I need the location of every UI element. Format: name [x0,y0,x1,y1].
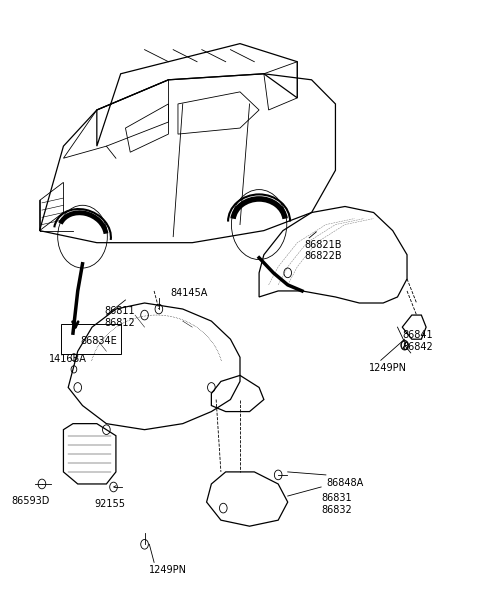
Text: 92155: 92155 [95,499,125,509]
Text: 86841
86842: 86841 86842 [402,330,433,351]
Text: 86848A: 86848A [326,478,363,488]
Text: 1249PN: 1249PN [149,565,187,576]
Text: 86593D: 86593D [11,496,49,506]
Text: 1249PN: 1249PN [369,364,407,373]
Text: 86831
86832: 86831 86832 [321,493,352,514]
Text: 84145A: 84145A [171,288,208,298]
Text: 86834E: 86834E [80,336,117,346]
Text: 86821B
86822B: 86821B 86822B [304,239,342,261]
Text: 1416BA: 1416BA [49,355,87,364]
Text: 86811
86812: 86811 86812 [104,306,135,328]
